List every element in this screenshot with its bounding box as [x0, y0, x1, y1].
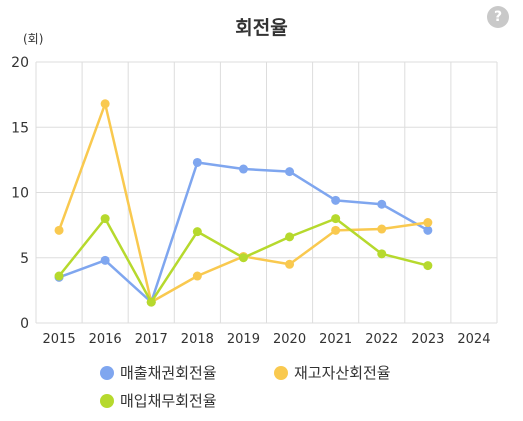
legend-swatch-payables	[100, 394, 114, 408]
series-2	[54, 214, 433, 307]
data-point[interactable]	[331, 214, 341, 224]
data-point[interactable]	[331, 195, 341, 205]
x-tick-label: 2016	[89, 332, 122, 347]
series-line-0	[58, 161, 429, 304]
legend-label-receivables: 매출채권회전율	[120, 364, 217, 382]
y-tick-label: 15	[11, 120, 29, 136]
data-point[interactable]	[238, 253, 248, 263]
grid-layer	[35, 61, 498, 324]
data-point[interactable]	[54, 225, 64, 235]
question-mark-icon[interactable]: ?	[487, 6, 509, 28]
data-point[interactable]	[331, 225, 341, 235]
series-0	[54, 157, 433, 307]
x-tick-label: 2022	[365, 332, 398, 347]
legend-item-inventory[interactable]: 재고자산회전율	[274, 362, 391, 383]
data-point[interactable]	[423, 261, 433, 271]
data-point[interactable]	[377, 249, 387, 259]
data-point[interactable]	[54, 271, 64, 281]
legend-label-payables: 매입채무회전율	[120, 392, 217, 410]
legend-label-inventory: 재고자산회전율	[294, 364, 391, 382]
data-point[interactable]	[285, 232, 295, 242]
data-point[interactable]	[146, 297, 156, 307]
legend-item-payables[interactable]: 매입채무회전율	[100, 390, 217, 411]
x-tick-label: 2023	[411, 332, 444, 347]
y-axis-unit-label: (회)	[23, 32, 44, 46]
data-point[interactable]	[377, 224, 387, 234]
x-tick-label: 2015	[43, 332, 76, 347]
legend-swatch-inventory	[274, 366, 288, 380]
x-tick-label: 2017	[135, 332, 168, 347]
chart-title: 회전율	[235, 17, 288, 39]
data-point[interactable]	[285, 259, 295, 269]
legend-swatch-receivables	[100, 366, 114, 380]
x-tick-label: 2021	[319, 332, 352, 347]
data-point[interactable]	[238, 164, 248, 174]
y-tick-label: 20	[11, 55, 29, 71]
data-point[interactable]	[100, 214, 110, 224]
y-tick-label: 10	[11, 186, 29, 202]
y-tick-label: 0	[20, 316, 29, 332]
data-point[interactable]	[100, 99, 110, 109]
data-point[interactable]	[192, 227, 202, 237]
data-point[interactable]	[285, 167, 295, 177]
data-point[interactable]	[377, 199, 387, 209]
data-point[interactable]	[192, 157, 202, 167]
x-tick-label: 2019	[227, 332, 260, 347]
line-chart: 0 5 10 15 20 2015 2016 2017 2018 2019 2020 2021 202…	[11, 55, 498, 347]
data-point[interactable]	[100, 255, 110, 265]
x-tick-label: 2018	[181, 332, 214, 347]
x-tick-label: 2020	[273, 332, 306, 347]
data-point[interactable]	[423, 225, 433, 235]
data-point[interactable]	[192, 271, 202, 281]
y-tick-label: 5	[20, 251, 29, 267]
data-point[interactable]	[423, 218, 433, 228]
series-layer	[54, 99, 433, 307]
x-tick-label: 2024	[457, 332, 490, 347]
x-tick-labels: 2015 2016 2017 2018 2019 2020 2021 2022 2023 2024	[43, 332, 491, 347]
legend-item-receivables[interactable]: 매출채권회전율	[100, 362, 217, 383]
y-tick-labels: 0 5 10 15 20	[11, 55, 29, 332]
